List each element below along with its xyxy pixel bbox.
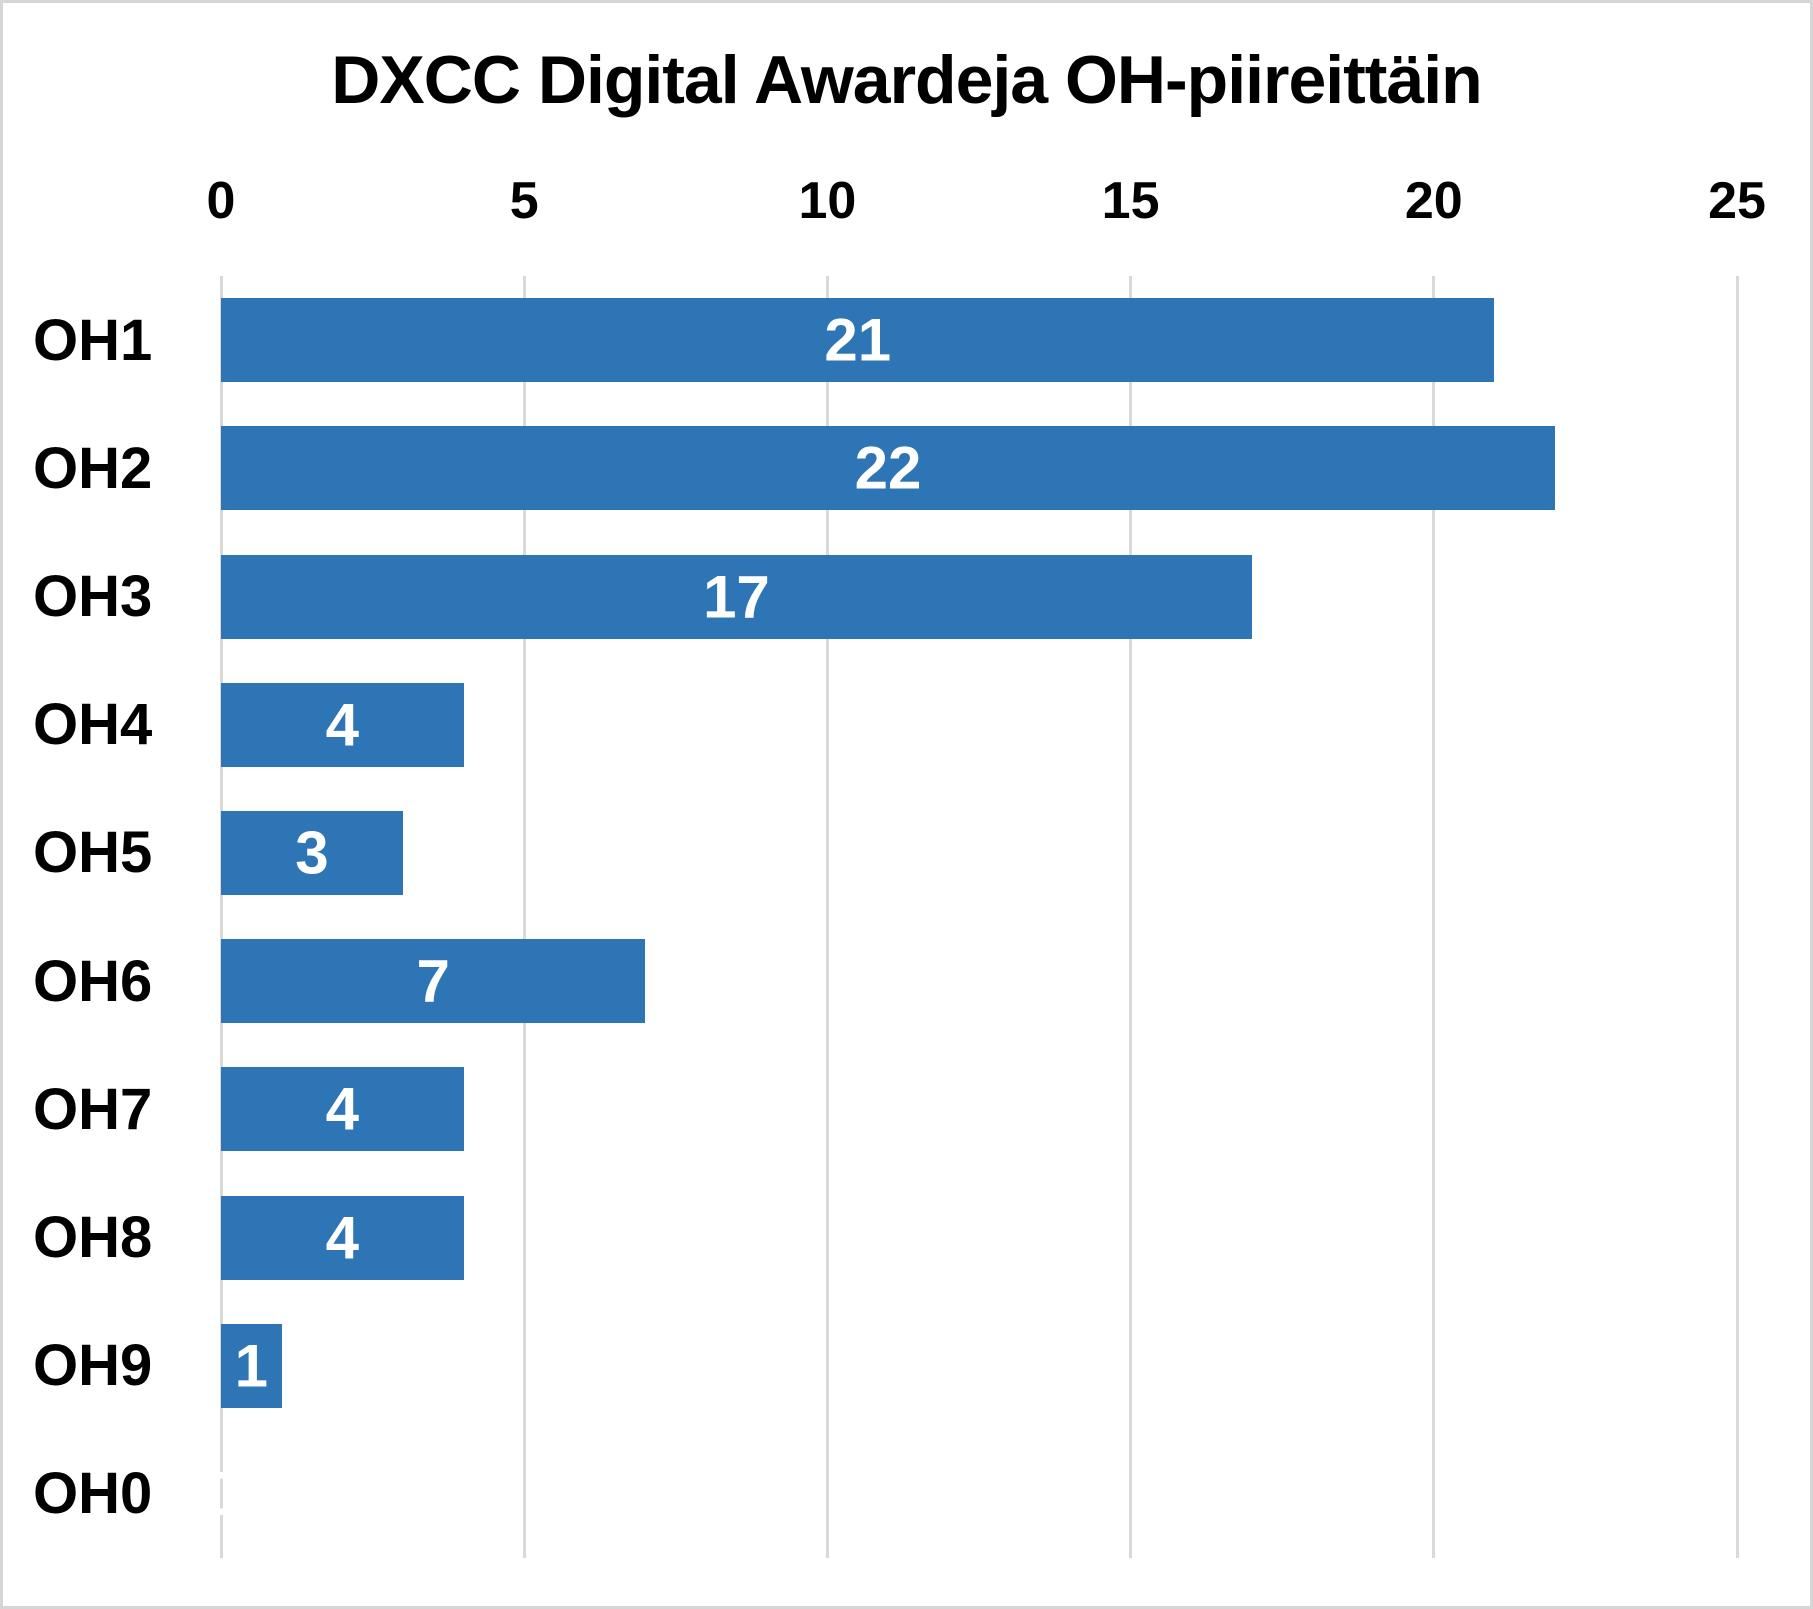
category-label-oh6: OH6 — [33, 948, 153, 1014]
bar-value-label-oh1: 21 — [824, 306, 892, 374]
bar-value-label-oh9: 1 — [234, 1332, 268, 1400]
x-tick-label-15: 15 — [1101, 172, 1160, 230]
category-label-oh9: OH9 — [33, 1333, 153, 1399]
x-tick-label-5: 5 — [509, 172, 539, 230]
gridline-x-20 — [1432, 276, 1436, 1558]
gridline-x-0 — [219, 276, 223, 1558]
category-label-oh2: OH2 — [33, 435, 153, 501]
bar-value-label-oh5: 3 — [295, 819, 329, 887]
bar-value-label-oh0: 0 — [204, 1460, 238, 1528]
bar-value-label-oh4: 4 — [325, 691, 359, 759]
bar-oh9 — [221, 1323, 282, 1408]
bar-oh8 — [221, 1195, 464, 1280]
bar-value-label-oh3: 17 — [703, 563, 770, 630]
bar-value-label-oh8: 4 — [325, 1204, 359, 1271]
bar-value-label-oh2: 22 — [854, 434, 922, 502]
category-label-oh7: OH7 — [33, 1076, 153, 1142]
bar-oh3 — [221, 554, 1252, 639]
x-tick-label-20: 20 — [1404, 172, 1463, 230]
gridline-x-15 — [1129, 276, 1133, 1558]
chart-title: DXCC Digital Awardeja OH-piireittäin — [331, 42, 1482, 118]
category-label-oh1: OH1 — [33, 307, 153, 373]
bar-oh7 — [221, 1067, 464, 1152]
bar-oh1 — [221, 298, 1495, 383]
bar-oh5 — [221, 810, 403, 895]
bar-oh6 — [221, 939, 646, 1024]
x-tick-label-10: 10 — [798, 172, 857, 230]
gridline-x-25 — [1735, 276, 1739, 1558]
category-label-oh5: OH5 — [33, 820, 153, 886]
category-label-oh4: OH4 — [33, 692, 153, 758]
x-tick-label-0: 0 — [206, 172, 236, 230]
bar-value-label-oh6: 7 — [416, 947, 450, 1015]
bar-oh2 — [221, 426, 1556, 511]
category-label-oh3: OH3 — [33, 563, 153, 629]
x-tick-label-25: 25 — [1708, 172, 1766, 230]
bar-value-label-oh7: 4 — [325, 1075, 359, 1143]
bar-oh4 — [221, 682, 464, 767]
gridline-x-5 — [522, 276, 526, 1558]
category-label-oh0: OH0 — [33, 1461, 153, 1527]
gridline-x-10 — [825, 276, 829, 1558]
category-label-oh8: OH8 — [33, 1204, 153, 1270]
